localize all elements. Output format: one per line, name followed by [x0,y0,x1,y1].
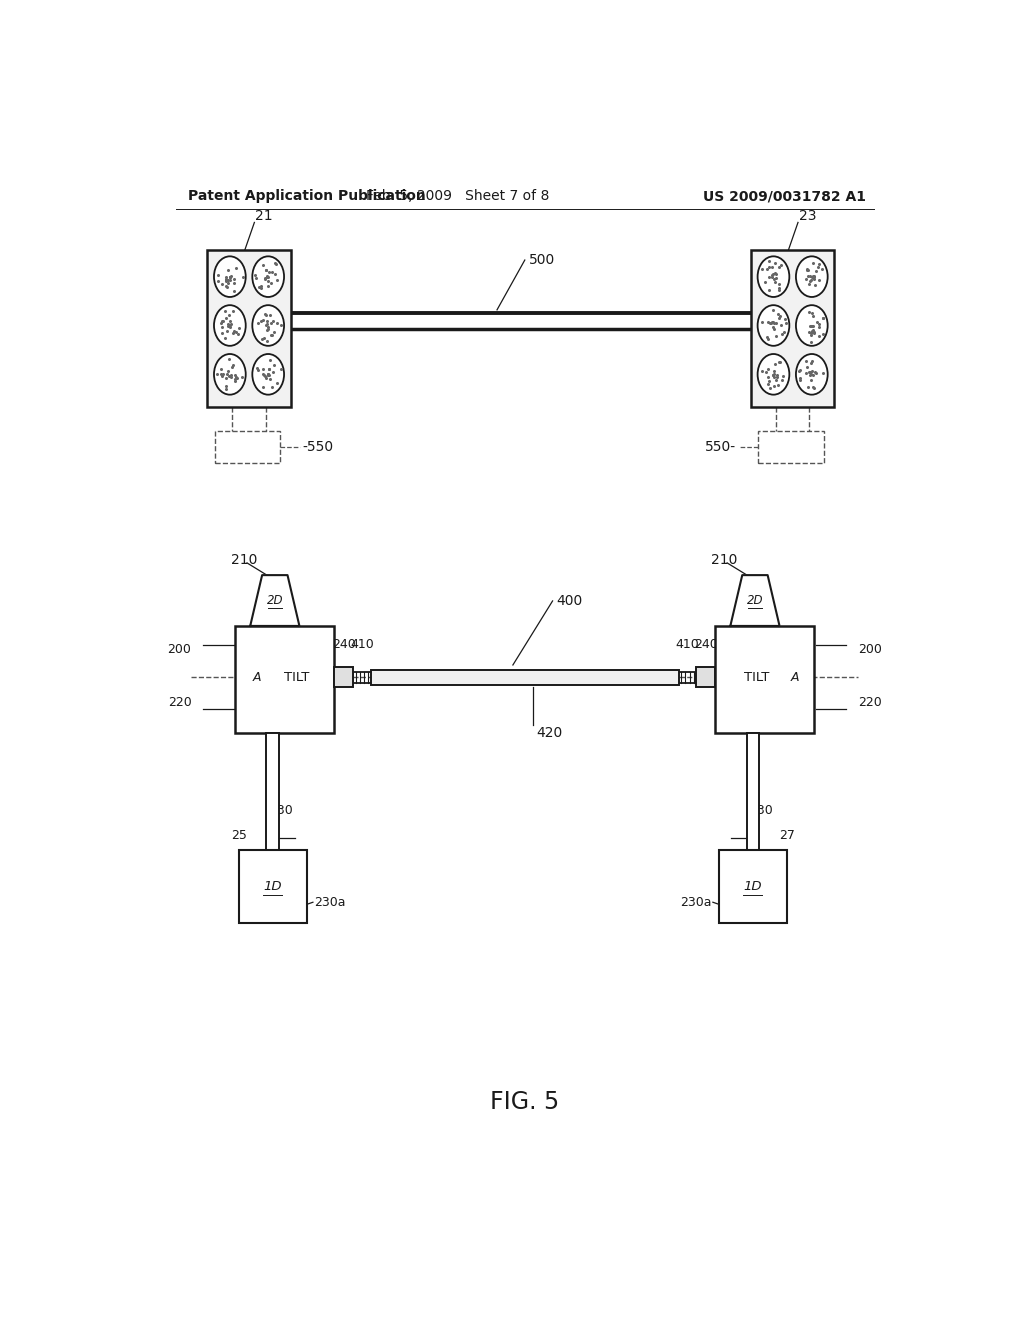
Bar [696,667,715,688]
Text: 2D: 2D [746,594,763,607]
Text: TILT: TILT [744,671,770,684]
Text: TILT: TILT [284,671,309,684]
Bar [371,669,679,685]
Text: 1D: 1D [743,879,762,892]
Text: 230a: 230a [680,896,712,908]
Bar [215,430,280,463]
Bar [751,249,835,408]
Text: 200: 200 [168,643,191,656]
Polygon shape [250,576,299,626]
Circle shape [758,354,790,395]
Text: Patent Application Publication: Patent Application Publication [187,189,425,203]
Text: 21: 21 [255,210,272,223]
Bar [240,850,306,923]
Text: 410: 410 [676,638,699,651]
Text: 23: 23 [799,210,816,223]
Text: Feb. 5, 2009   Sheet 7 of 8: Feb. 5, 2009 Sheet 7 of 8 [366,189,549,203]
Text: 230: 230 [750,804,773,817]
Bar [207,249,291,408]
Polygon shape [730,576,779,626]
Text: 420: 420 [537,726,563,741]
Bar [236,626,334,733]
Text: 27: 27 [779,829,795,842]
Text: 1D: 1D [263,879,283,892]
Circle shape [758,256,790,297]
Circle shape [758,305,790,346]
Text: 210: 210 [712,553,737,566]
Text: 410: 410 [350,638,374,651]
Text: 230: 230 [269,804,293,817]
Text: 400: 400 [557,594,583,609]
Circle shape [796,305,827,346]
Text: 220: 220 [858,696,882,709]
Text: US 2009/0031782 A1: US 2009/0031782 A1 [703,189,866,203]
Text: 500: 500 [528,253,555,267]
Circle shape [252,256,284,297]
Text: 210: 210 [231,553,258,566]
Text: 240: 240 [332,638,355,651]
Bar [719,850,786,923]
Circle shape [796,256,827,297]
Text: 240: 240 [694,638,718,651]
Text: 220: 220 [168,696,191,709]
Text: A: A [253,671,261,684]
Bar [759,430,823,463]
Text: 2D: 2D [266,594,283,607]
Circle shape [214,305,246,346]
Bar [291,313,751,329]
Bar [266,733,280,850]
Bar [715,626,814,733]
Text: 230a: 230a [314,896,346,908]
Circle shape [214,354,246,395]
Text: FIG. 5: FIG. 5 [490,1089,559,1114]
Text: A: A [791,671,799,684]
Bar [334,667,353,688]
Circle shape [252,305,284,346]
Text: 25: 25 [230,829,247,842]
Text: 550-: 550- [706,440,736,454]
Circle shape [214,256,246,297]
Text: 200: 200 [858,643,882,656]
Circle shape [796,354,827,395]
Text: -550: -550 [302,440,333,454]
Bar [746,733,760,850]
Circle shape [252,354,284,395]
